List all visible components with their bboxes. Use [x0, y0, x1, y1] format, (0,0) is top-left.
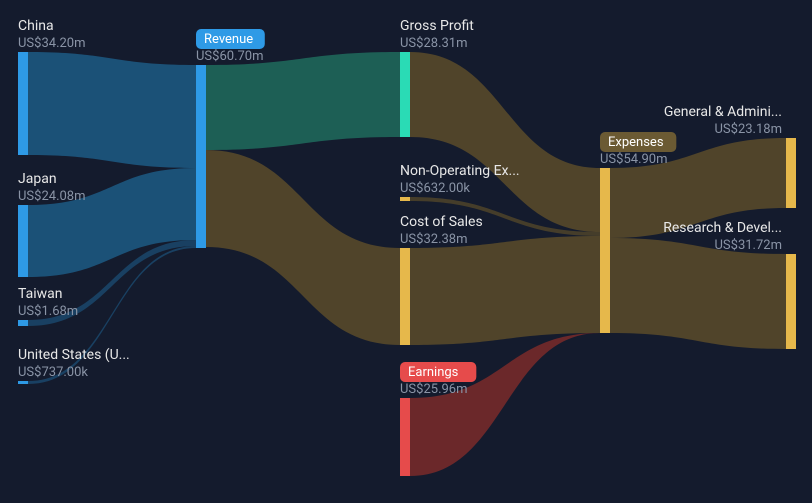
node-value-revenue: US$60.70m	[196, 49, 264, 64]
node-rd	[786, 254, 796, 349]
node-value-nonop: US$632.00k	[400, 181, 470, 196]
flow-exp-to-rd	[610, 238, 786, 349]
node-value-exp: US$54.90m	[600, 152, 668, 167]
sankey-chart: China US$34.20m Japan US$24.08m Taiwan US$1.6…	[0, 0, 812, 503]
node-label-nonop: Non-Operating Ex...	[400, 163, 520, 179]
flow-revenue-to-gross	[206, 52, 400, 150]
node-label-china: China	[18, 18, 54, 34]
node-label-revenue: Revenue	[204, 32, 253, 47]
node-china	[18, 52, 28, 155]
node-value-cogs: US$32.38m	[400, 232, 468, 247]
node-revenue	[196, 65, 206, 248]
node-taiwan	[18, 320, 28, 326]
node-exp	[600, 168, 610, 333]
node-label-gross: Gross Profit	[400, 18, 474, 34]
node-label-exp: Expenses	[608, 135, 664, 150]
node-value-us: US$737.00k	[18, 365, 88, 380]
node-value-ga: US$23.18m	[714, 122, 782, 137]
flow-china-to-revenue	[28, 52, 196, 168]
node-label-cogs: Cost of Sales	[400, 214, 483, 230]
node-label-rd: Research & Devel...	[663, 220, 782, 236]
node-value-earn: US$25.96m	[400, 382, 468, 397]
node-us	[18, 381, 28, 384]
flow-cogs-to-exp	[410, 236, 600, 345]
node-label-us: United States (U...	[18, 347, 130, 363]
node-nonop	[400, 197, 410, 201]
node-label-ga: General & Admini...	[664, 104, 782, 120]
node-label-earn: Earnings	[408, 365, 459, 380]
node-value-china: US$34.20m	[18, 36, 86, 51]
node-label-taiwan: Taiwan	[18, 286, 62, 302]
node-label-japan: Japan	[18, 171, 57, 187]
node-value-taiwan: US$1.68m	[18, 304, 78, 319]
node-cogs	[400, 248, 410, 345]
node-value-gross: US$28.31m	[400, 36, 468, 51]
node-earn	[400, 398, 410, 476]
node-value-rd: US$31.72m	[714, 238, 782, 253]
node-japan	[18, 205, 28, 277]
node-value-japan: US$24.08m	[18, 189, 86, 204]
node-gross	[400, 52, 410, 137]
node-ga	[786, 138, 796, 208]
